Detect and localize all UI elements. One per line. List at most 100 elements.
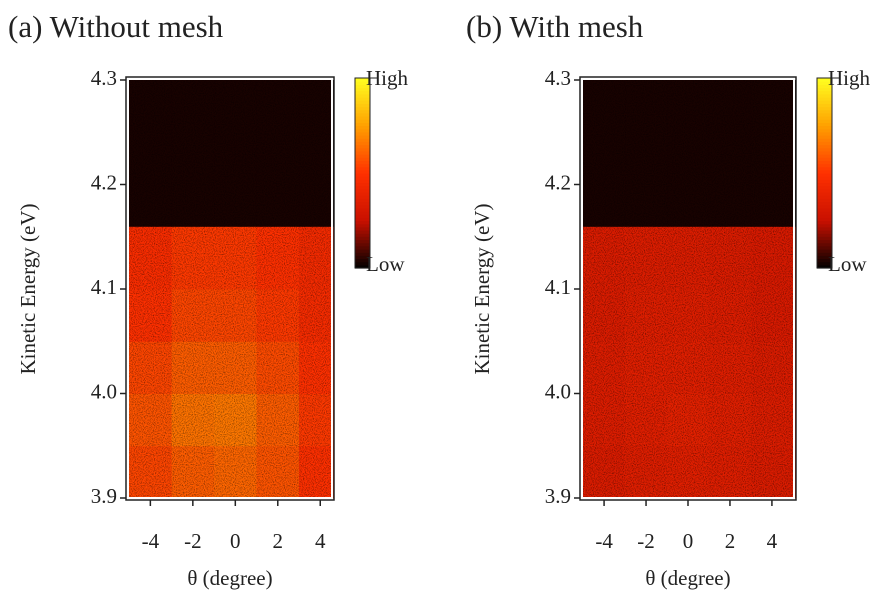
- colorbar-segment: [355, 122, 370, 127]
- x-axis-label: θ (degree): [187, 566, 272, 590]
- y-tick-label: 3.9: [91, 484, 117, 508]
- colorbar-high-label: High: [366, 66, 409, 90]
- colorbar-segment: [355, 103, 370, 108]
- colorbar-segment: [817, 188, 832, 193]
- colorbar-low-label: Low: [366, 252, 405, 276]
- x-tick-label: 2: [725, 529, 736, 553]
- colorbar-segment: [355, 176, 370, 180]
- colorbar-segment: [355, 242, 370, 247]
- colorbar-segment: [355, 138, 370, 142]
- colorbar-segment: [355, 182, 370, 187]
- y-tick-label: 4.2: [91, 170, 117, 194]
- colorbar-segment: [355, 226, 370, 231]
- y-tick-label: 4.1: [545, 275, 571, 299]
- colorbar-segment: [355, 147, 370, 152]
- colorbar-segment: [817, 198, 832, 203]
- colorbar-segment: [817, 135, 832, 139]
- colorbar-segment: [355, 131, 370, 136]
- colorbar-low-label: Low: [828, 252, 867, 276]
- colorbar-segment: [355, 261, 370, 266]
- panel-title: (b) With mesh: [466, 9, 644, 44]
- colorbar-frame: [816, 77, 833, 269]
- colorbar-segment: [817, 245, 832, 250]
- colorbar-segment: [355, 154, 370, 158]
- colorbar-segment: [817, 226, 832, 231]
- colorbar-segment: [355, 109, 370, 114]
- colorbar-segment: [817, 192, 832, 196]
- colorbar-segment: [817, 258, 832, 263]
- noise-texture: [581, 80, 795, 498]
- colorbar-segment: [817, 81, 832, 85]
- colorbar-segment: [355, 87, 370, 92]
- colorbar-segment: [817, 204, 832, 209]
- colorbar-segment: [355, 112, 370, 117]
- colorbar-segment: [817, 166, 832, 171]
- colorbar-segment: [817, 214, 832, 218]
- colorbar-segment: [817, 116, 832, 120]
- colorbar-segment: [355, 93, 370, 98]
- colorbar-segment: [355, 239, 370, 244]
- colorbar-segment: [817, 160, 832, 165]
- colorbar-segment: [355, 119, 370, 123]
- colorbar-segment: [817, 207, 832, 212]
- colorbar-segment: [817, 242, 832, 247]
- colorbar-segment: [355, 245, 370, 250]
- colorbar-segment: [817, 131, 832, 136]
- colorbar-segment: [355, 255, 370, 260]
- colorbar-segment: [355, 78, 370, 82]
- y-tick-label: 4.3: [545, 66, 571, 90]
- colorbar-segment: [355, 100, 370, 104]
- colorbar-segment: [355, 84, 370, 89]
- colorbar-frame: [354, 77, 371, 269]
- colorbar-segment: [355, 236, 370, 241]
- x-tick-label: -2: [184, 529, 202, 553]
- colorbar-segment: [817, 97, 832, 101]
- colorbar-segment: [355, 135, 370, 139]
- colorbar-segment: [355, 116, 370, 120]
- colorbar-segment: [817, 125, 832, 130]
- y-tick-label: 4.0: [545, 379, 571, 403]
- colorbar-segment: [355, 150, 370, 155]
- colorbar-segment: [355, 264, 370, 269]
- panel-title: (a) Without mesh: [8, 9, 224, 44]
- y-tick-label: 3.9: [545, 484, 571, 508]
- colorbar-segment: [817, 179, 832, 184]
- colorbar-segment: [817, 169, 832, 174]
- colorbar-segment: [817, 141, 832, 146]
- colorbar-segment: [817, 261, 832, 266]
- colorbar-segment: [817, 147, 832, 152]
- colorbar-segment: [355, 160, 370, 165]
- colorbar-segment: [817, 185, 832, 190]
- colorbar-segment: [817, 163, 832, 168]
- colorbar-segment: [817, 84, 832, 89]
- colorbar-segment: [817, 230, 832, 234]
- colorbar-segment: [817, 255, 832, 260]
- colorbar-segment: [355, 198, 370, 203]
- colorbar-segment: [355, 211, 370, 215]
- noise-texture: [127, 80, 333, 498]
- colorbar-segment: [355, 144, 370, 149]
- x-tick-label: -4: [595, 529, 613, 553]
- colorbar-segment: [355, 252, 370, 256]
- colorbar-segment: [817, 144, 832, 149]
- colorbar-segment: [817, 195, 832, 199]
- y-axis-label: Kinetic Energy (eV): [470, 203, 494, 374]
- colorbar-segment: [355, 157, 370, 161]
- colorbar-segment: [355, 188, 370, 193]
- colorbar-segment: [355, 214, 370, 218]
- x-tick-label: 4: [767, 529, 778, 553]
- colorbar-segment: [817, 138, 832, 142]
- colorbar-segment: [355, 185, 370, 190]
- colorbar-segment: [817, 252, 832, 256]
- colorbar-segment: [355, 207, 370, 212]
- colorbar-segment: [817, 87, 832, 92]
- colorbar-segment: [355, 169, 370, 174]
- colorbar-segment: [355, 90, 370, 95]
- colorbar-segment: [817, 236, 832, 241]
- colorbar-segment: [817, 176, 832, 180]
- colorbar-segment: [817, 173, 832, 177]
- colorbar-segment: [355, 128, 370, 133]
- colorbar-segment: [355, 230, 370, 234]
- colorbar-segment: [817, 100, 832, 104]
